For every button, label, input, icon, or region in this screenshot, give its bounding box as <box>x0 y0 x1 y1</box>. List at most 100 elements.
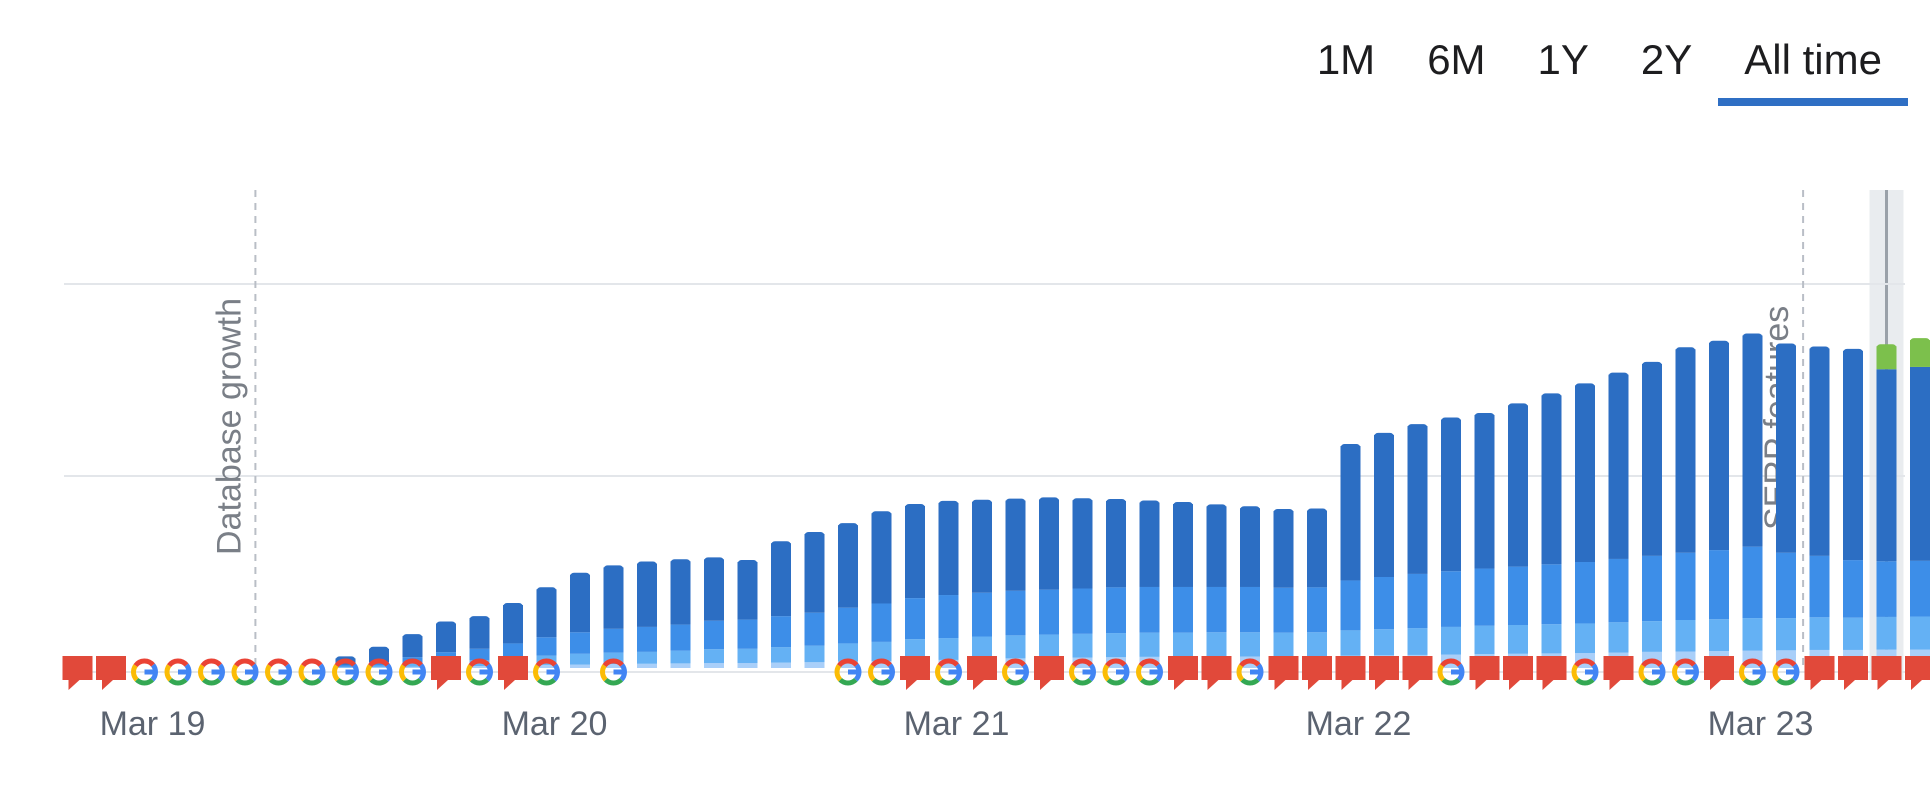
bar-segment <box>637 626 657 652</box>
google-arc <box>133 658 155 668</box>
bar-segment <box>603 664 624 668</box>
google-bar <box>1786 669 1797 675</box>
google-arc <box>535 658 557 668</box>
bar-segment <box>1809 348 1830 556</box>
google-arc <box>1102 664 1111 682</box>
flag-marker-icon <box>1838 656 1868 690</box>
bar-cap <box>603 565 624 574</box>
google-bar <box>1082 669 1094 675</box>
flag-marker-icon <box>1871 656 1902 690</box>
tab-2y[interactable]: 2Y <box>1640 36 1693 83</box>
google-marker-icon <box>1002 658 1029 686</box>
bar-segment <box>1039 589 1059 635</box>
google-bar <box>1250 669 1261 675</box>
bar-cap <box>1876 344 1897 353</box>
bar-segment <box>335 666 356 668</box>
google-arc <box>603 677 624 686</box>
bar-segment <box>1273 510 1294 588</box>
google-arc <box>231 664 240 682</box>
google-bar <box>144 669 156 675</box>
tab-6m[interactable]: 6M <box>1427 36 1486 83</box>
bar-cap <box>1173 502 1193 511</box>
bar-segment <box>670 624 691 651</box>
google-bar <box>1451 669 1462 675</box>
bar-segment <box>1106 587 1126 634</box>
tab-1y[interactable]: 1Y <box>1537 36 1589 83</box>
google-arc <box>1642 677 1662 686</box>
bar-segment <box>1776 618 1796 651</box>
bar-segment <box>804 645 825 663</box>
bar-cap <box>1675 347 1696 356</box>
google-arc <box>469 677 490 686</box>
google-arc <box>1069 664 1077 682</box>
bar-segment <box>1106 500 1126 588</box>
event-markers <box>62 656 1930 690</box>
bar-segment <box>804 612 825 646</box>
google-marker-icon <box>332 658 359 686</box>
google-bar <box>1015 669 1027 675</box>
google-arc <box>1437 664 1446 682</box>
flag-marker-icon <box>96 656 126 690</box>
google-arc <box>602 658 624 668</box>
bar-segment <box>1508 405 1528 567</box>
bar-segment <box>1307 510 1327 588</box>
bar-segment <box>1608 622 1629 653</box>
google-arc <box>1136 664 1144 682</box>
bar-segment <box>1876 561 1897 617</box>
bar-segment <box>436 623 456 653</box>
bar-segment <box>536 589 557 638</box>
annotation-label: Database growth <box>210 298 248 555</box>
bar-cap <box>1374 432 1394 441</box>
bar-cap <box>1441 417 1461 426</box>
google-arc <box>401 658 423 668</box>
google-arc <box>200 658 222 668</box>
x-axis-ticks: Mar 19 Mar 20 Mar 21 Mar 22 Mar 23 <box>100 705 1814 743</box>
google-marker-icon <box>131 658 158 686</box>
google-marker-icon <box>1236 658 1264 686</box>
bars <box>335 333 1930 668</box>
google-arc <box>1106 677 1126 686</box>
bar-segment <box>469 618 490 649</box>
google-bar <box>412 669 424 675</box>
tab-1m[interactable]: 1M <box>1316 36 1376 83</box>
google-marker-icon <box>231 658 259 686</box>
bar-segment <box>570 632 590 654</box>
bar-segment <box>1474 414 1495 569</box>
bar-cap <box>1139 500 1160 509</box>
google-bar <box>211 669 223 675</box>
google-bar <box>379 669 390 675</box>
google-arc <box>1139 677 1160 686</box>
flag-marker-icon <box>967 656 997 690</box>
bar-segment <box>1441 571 1461 627</box>
bar-segment <box>871 661 892 668</box>
bar-cap <box>570 572 590 581</box>
bar-segment <box>1039 499 1059 590</box>
google-bar <box>1585 669 1596 675</box>
google-arc <box>871 677 892 686</box>
tab-all-time[interactable]: All time <box>1718 30 1908 106</box>
bar-segment <box>905 598 925 640</box>
bar-segment <box>1575 623 1595 654</box>
flag-marker-icon <box>1369 656 1399 690</box>
google-bar <box>848 669 859 675</box>
google-arc <box>1672 664 1680 682</box>
google-marker-icon <box>164 658 192 686</box>
bar-segment <box>369 665 389 668</box>
google-arc <box>369 677 389 686</box>
google-marker-icon <box>1437 658 1465 686</box>
google-arc <box>1071 658 1093 668</box>
bar-cap <box>905 503 925 512</box>
google-marker-icon <box>1638 658 1666 686</box>
bar-segment <box>1910 366 1930 561</box>
google-arc <box>1440 658 1462 668</box>
google-arc <box>168 677 188 686</box>
bar-segment <box>1474 568 1495 626</box>
bar-cap <box>1843 348 1863 357</box>
bar-segment <box>1407 426 1428 574</box>
google-bar <box>278 669 290 675</box>
flag-marker-icon <box>431 656 461 690</box>
google-marker-icon <box>1739 658 1766 686</box>
google-arc <box>1239 658 1261 668</box>
google-arc <box>1574 658 1596 668</box>
